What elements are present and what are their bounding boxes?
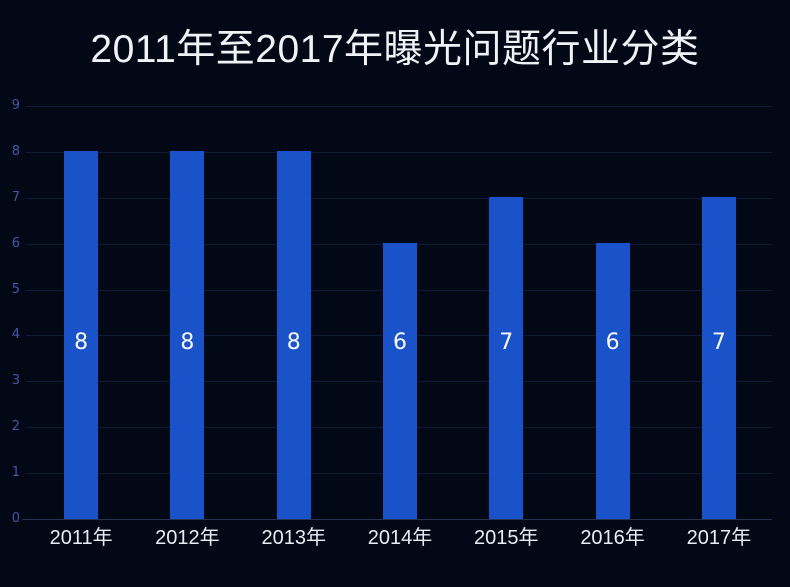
y-axis-tick-label: 9 — [11, 98, 20, 113]
x-axis-tick-label: 2015年 — [474, 527, 539, 549]
gridline — [26, 151, 772, 153]
bar-value-label: 7 — [711, 330, 726, 355]
bar[interactable] — [489, 196, 524, 519]
x-axis-line — [22, 519, 772, 520]
bar-value-label: 6 — [605, 330, 620, 355]
bar[interactable] — [276, 150, 311, 519]
gridline — [26, 197, 772, 199]
x-axis-tick-label: 2014年 — [367, 527, 433, 549]
bar[interactable] — [64, 150, 99, 519]
y-axis-tick-label: 6 — [11, 235, 20, 251]
bar-value-label: 7 — [499, 330, 514, 355]
bar-value-label: 8 — [180, 330, 195, 355]
y-axis-tick-label: 7 — [11, 189, 20, 205]
y-axis-tick-label: 2 — [11, 419, 20, 435]
x-axis-tick-label: 2012年 — [155, 527, 220, 549]
bar-value-label: 8 — [74, 330, 89, 355]
y-axis-tick-label: 1 — [11, 465, 20, 481]
x-axis-tick-label: 2011年 — [49, 527, 113, 549]
y-axis-tick-label: 3 — [11, 373, 20, 389]
y-axis-tick-label: 8 — [11, 143, 20, 159]
gridline — [26, 106, 772, 107]
x-axis-tick-label: 2016年 — [580, 527, 645, 549]
bar[interactable] — [170, 150, 205, 519]
y-axis-tick-label: 0 — [11, 511, 20, 526]
bar[interactable] — [595, 242, 630, 519]
chart-title: 2011年至2017年曝光问题行业分类 — [90, 28, 700, 71]
bar[interactable] — [383, 242, 417, 519]
bar-value-label: 6 — [393, 330, 407, 355]
bar-value-label: 8 — [286, 330, 301, 355]
x-axis-tick-label: 2013年 — [261, 527, 326, 549]
y-axis-tick-label: 4 — [11, 327, 20, 343]
bar[interactable] — [701, 196, 736, 519]
x-axis-tick-label: 2017年 — [686, 527, 752, 549]
y-axis-tick-label: 5 — [11, 281, 20, 297]
